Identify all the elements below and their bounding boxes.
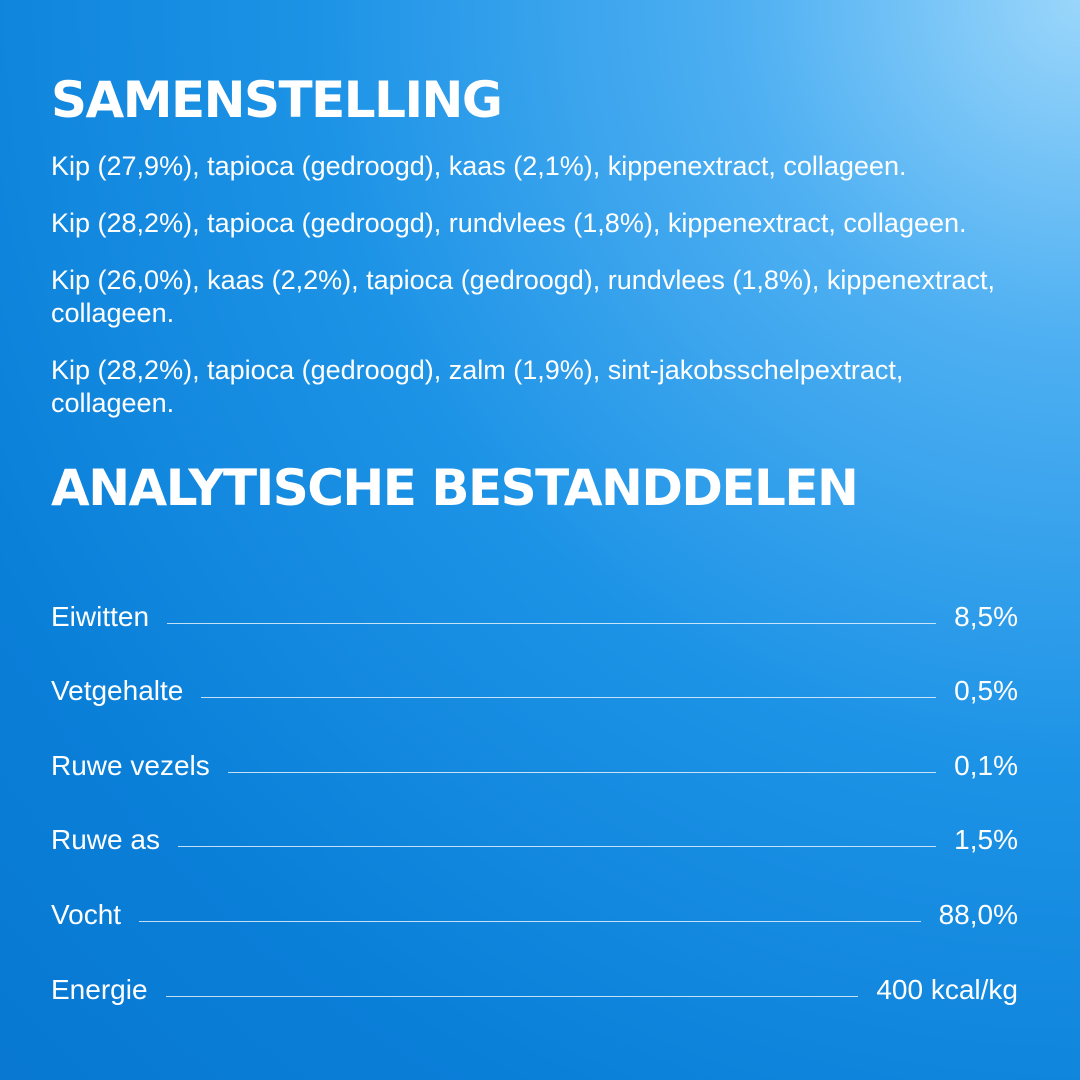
row-label: Ruwe vezels bbox=[51, 749, 210, 781]
analysis-row: Eiwitten 8,5% bbox=[51, 558, 1018, 633]
row-label: Vetgehalte bbox=[51, 675, 184, 707]
section-title: SAMENSTELLING bbox=[51, 71, 503, 129]
leader-line bbox=[177, 846, 937, 848]
row-value: 400 kcal/kg bbox=[876, 973, 1018, 1005]
analysis-row: Vocht 88,0% bbox=[51, 856, 1018, 931]
section-title: ANALYTISCHE BESTANDDELEN bbox=[51, 459, 859, 517]
row-label: Vocht bbox=[51, 898, 122, 930]
row-label: Ruwe as bbox=[51, 824, 160, 856]
row-value: 0,5% bbox=[954, 675, 1018, 707]
row-value: 0,1% bbox=[954, 749, 1018, 781]
analysis-row: Ruwe vezels 0,1% bbox=[51, 707, 1018, 782]
row-value: 88,0% bbox=[938, 898, 1018, 930]
leader-line bbox=[139, 920, 921, 922]
composition-list: Kip (27,9%), tapioca (gedroogd), kaas (2… bbox=[51, 150, 1018, 420]
analysis-row: Vetgehalte 0,5% bbox=[51, 633, 1018, 708]
ingredient-paragraph: Kip (26,0%), kaas (2,2%), tapioca (gedro… bbox=[51, 265, 995, 328]
leader-line bbox=[201, 697, 937, 699]
leader-line bbox=[165, 995, 859, 997]
row-value: 1,5% bbox=[954, 824, 1018, 856]
analysis-row: Energie 400 kcal/kg bbox=[51, 931, 1018, 1006]
ingredient-paragraph: Kip (28,2%), tapioca (gedroogd), zalm (1… bbox=[51, 355, 904, 418]
ingredient-paragraph: Kip (28,2%), tapioca (gedroogd), rundvle… bbox=[51, 208, 967, 238]
analysis-table: Eiwitten 8,5% Vetgehalte 0,5% Ruwe vezels 0,1… bbox=[51, 558, 1018, 1006]
row-label: Eiwitten bbox=[51, 600, 150, 632]
leader-line bbox=[227, 771, 937, 773]
row-label: Energie bbox=[51, 973, 148, 1005]
ingredient-paragraph: Kip (27,9%), tapioca (gedroogd), kaas (2… bbox=[51, 151, 907, 181]
leader-line bbox=[167, 622, 937, 624]
analysis-row: Ruwe as 1,5% bbox=[51, 782, 1018, 857]
row-value: 8,5% bbox=[954, 600, 1018, 632]
